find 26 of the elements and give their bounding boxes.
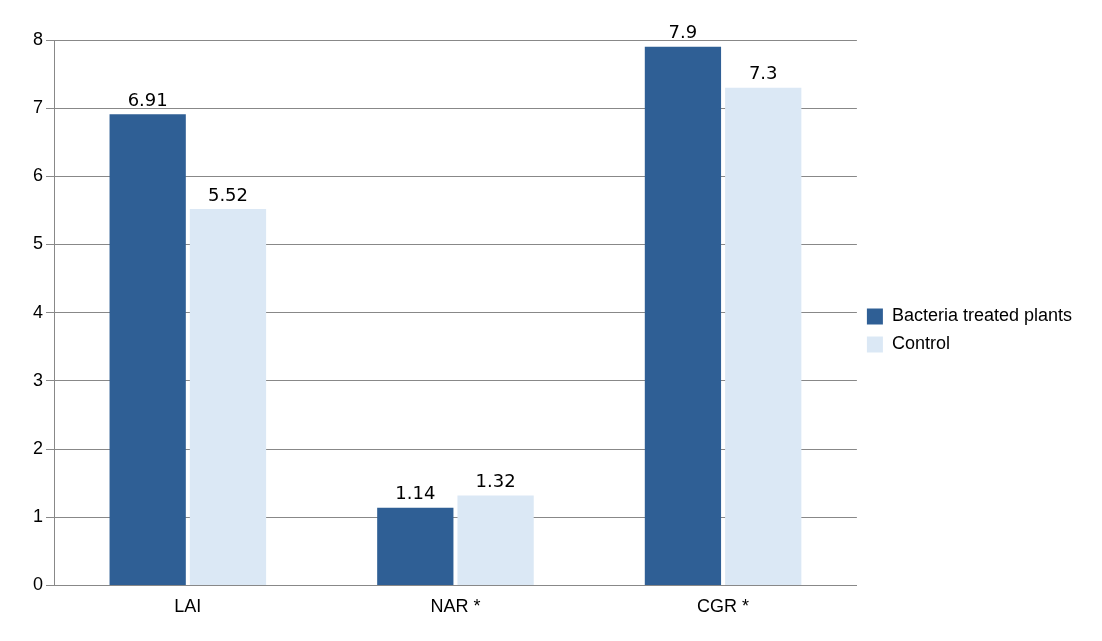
data-label: 7.3 (748, 62, 778, 84)
x-tick-label: CGR * (697, 596, 750, 617)
data-label: 1.32 (475, 470, 516, 492)
y-tick-label: 8 (33, 28, 44, 49)
bar (725, 87, 802, 585)
bar (109, 114, 186, 585)
bar (457, 495, 534, 585)
y-tick-label: 0 (33, 574, 44, 595)
data-label: 1.14 (395, 482, 436, 504)
data-label: 5.52 (207, 183, 249, 205)
x-tick-label: LAI (174, 596, 202, 617)
y-tick-label: 6 (33, 165, 44, 186)
legend-label: Bacteria treated plants (891, 305, 1072, 326)
x-tick-label: NAR * (430, 596, 481, 617)
data-label: 6.91 (127, 88, 168, 110)
y-tick-label: 7 (33, 97, 44, 118)
y-tick-label: 4 (33, 301, 44, 322)
y-tick-label: 3 (33, 369, 44, 390)
legend-label: Control (891, 333, 950, 354)
y-tick-label: 5 (33, 233, 44, 254)
y-tick-label: 2 (33, 438, 44, 459)
y-tick-label: 1 (33, 506, 44, 527)
bar (644, 46, 722, 585)
bar (377, 507, 454, 585)
bar (189, 209, 267, 585)
data-label: 7.9 (668, 21, 698, 43)
